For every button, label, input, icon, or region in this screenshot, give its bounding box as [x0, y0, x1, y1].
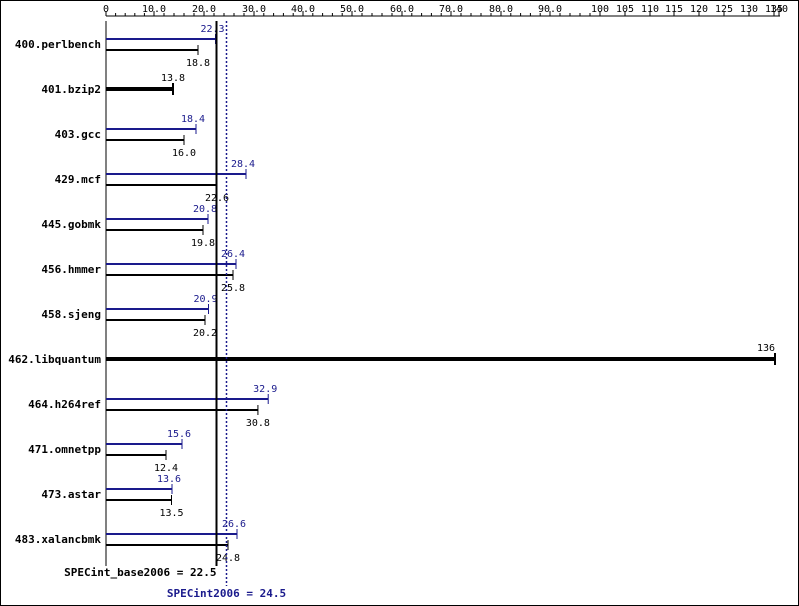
base-value-label: 136 [757, 343, 775, 354]
base-summary-label: SPECint_base2006 = 22.5 [64, 566, 216, 579]
x-tick-label: 30.0 [242, 4, 266, 15]
base-value-label: 24.8 [216, 553, 240, 564]
x-tick-label: 130 [740, 4, 758, 15]
x-tick-label: 80.0 [489, 4, 513, 15]
peak-value-label: 20.8 [193, 204, 217, 215]
peak-value-label: 26.4 [221, 249, 245, 260]
benchmark-label: 464.h264ref [28, 398, 101, 411]
base-value-label: 20.2 [193, 328, 217, 339]
x-tick-label: 140 [770, 4, 788, 15]
base-value-label: 18.8 [186, 58, 210, 69]
peak-value-label: 26.6 [222, 519, 246, 530]
peak-value-label: 28.4 [231, 159, 255, 170]
x-tick-label: 115 [665, 4, 683, 15]
peak-value-label: 32.9 [253, 384, 277, 395]
benchmark-label: 445.gobmk [41, 218, 101, 231]
benchmark-label: 401.bzip2 [41, 83, 101, 96]
peak-value-label: 18.4 [181, 114, 205, 125]
benchmark-label: 471.omnetpp [28, 443, 101, 456]
x-tick-label: 135 [765, 4, 783, 15]
x-tick-label: 70.0 [439, 4, 463, 15]
base-value-label: 16.0 [172, 148, 196, 159]
x-tick-label: 90.0 [538, 4, 562, 15]
peak-value-label: 20.9 [193, 294, 217, 305]
peak-value-label: 22.3 [200, 24, 224, 35]
peak-value-label: 15.6 [167, 429, 191, 440]
base-value-label: 13.8 [161, 73, 185, 84]
x-tick-label: 0 [103, 4, 109, 15]
x-tick-label: 40.0 [291, 4, 315, 15]
x-tick-label: 60.0 [390, 4, 414, 15]
base-value-label: 13.5 [159, 508, 183, 519]
benchmark-label: 462.libquantum [8, 353, 101, 366]
base-value-label: 30.8 [246, 418, 270, 429]
x-tick-label: 100 [591, 4, 609, 15]
x-tick-label: 120 [690, 4, 708, 15]
x-tick-label: 125 [715, 4, 733, 15]
benchmark-label: 403.gcc [55, 128, 101, 141]
peak-value-label: 13.6 [157, 474, 181, 485]
x-tick-label: 20.0 [192, 4, 216, 15]
base-value-label: 25.8 [221, 283, 245, 294]
x-tick-label: 50.0 [340, 4, 364, 15]
benchmark-label: 473.astar [41, 488, 101, 501]
x-tick-label: 10.0 [142, 4, 166, 15]
benchmark-label: 400.perlbench [15, 38, 101, 51]
base-value-label: 12.4 [154, 463, 178, 474]
benchmark-label: 458.sjeng [41, 308, 101, 321]
benchmark-label: 456.hmmer [41, 263, 101, 276]
base-value-label: 19.8 [191, 238, 215, 249]
x-tick-label: 110 [641, 4, 659, 15]
peak-summary-label: SPECint2006 = 24.5 [167, 587, 286, 600]
benchmark-label: 483.xalancbmk [15, 533, 101, 546]
x-tick-label: 105 [616, 4, 634, 15]
benchmark-label: 429.mcf [55, 173, 101, 186]
